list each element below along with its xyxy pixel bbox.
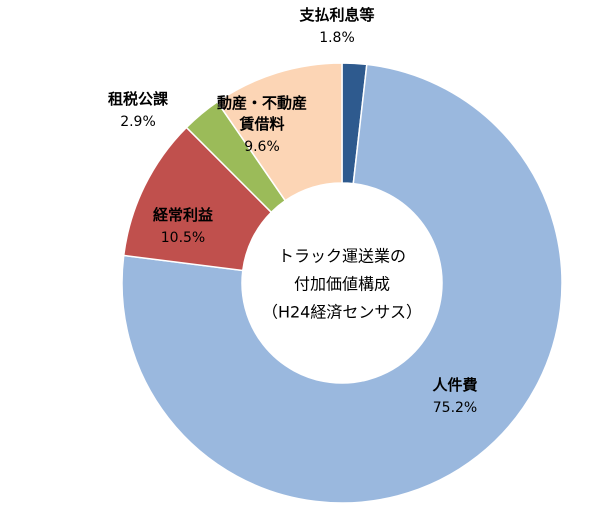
center-text-line-1: 付加価値構成 [294, 275, 390, 294]
slice-1 [121, 63, 563, 504]
slice-2-name-line-0: 経常利益 [153, 206, 213, 224]
slice-3-name-line-0: 租税公課 [108, 90, 169, 108]
slice-0-value: 1.8% [319, 30, 355, 46]
slice-1-value: 75.2% [433, 400, 477, 416]
slice-0-name-line-0: 支払利息等 [298, 6, 374, 24]
slice-labels: 支払利息等 1.8% 人件費 75.2% 経常利益 10.5% 租税公課 2.9% 動産・不動産… [108, 6, 478, 416]
slice-4-value: 9.6% [244, 139, 280, 155]
slice-2-value: 10.5% [161, 230, 205, 246]
slice-3-value: 2.9% [120, 114, 156, 130]
center-text-line-2: （H24経済センサス） [262, 303, 422, 322]
donut-slices [121, 62, 563, 504]
center-text-line-0: トラック運送業の [278, 247, 406, 266]
slice-4-name-line-1: 賃借料 [238, 115, 284, 133]
slice-4 [216, 62, 343, 202]
slice-1-name-line-0: 人件費 [432, 376, 477, 394]
slice-4-name-line-0: 動産・不動産 [217, 94, 307, 112]
